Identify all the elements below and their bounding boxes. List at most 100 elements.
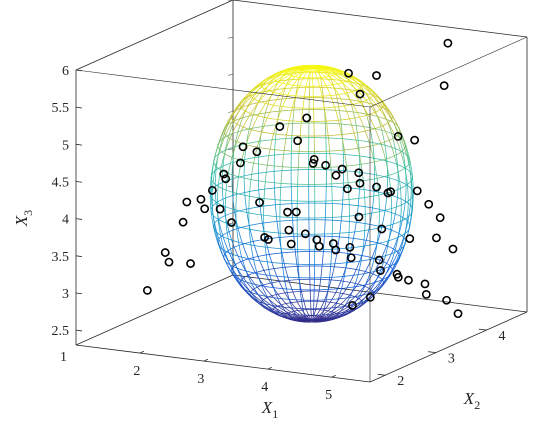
wireframe-segment	[379, 281, 382, 284]
wireframe-segment	[233, 261, 236, 264]
wireframe-segment	[362, 89, 365, 92]
wireframe-segment	[327, 73, 330, 75]
wireframe-segment	[268, 306, 270, 309]
wireframe-segment	[394, 262, 397, 266]
wireframe-segment	[348, 116, 350, 120]
wireframe-segment	[373, 101, 376, 104]
wireframe-segment	[281, 77, 285, 80]
wireframe-segment	[262, 105, 265, 108]
wireframe-segment	[273, 308, 276, 311]
wireframe-segment	[320, 305, 323, 308]
wireframe-segment	[389, 261, 392, 265]
wireframe-segment	[368, 103, 372, 107]
wireframe-segment	[356, 79, 359, 82]
wireframe-segment	[281, 252, 283, 256]
wireframe-segment	[227, 140, 230, 144]
wireframe-segment	[326, 317, 328, 319]
wireframe-segment	[339, 307, 342, 310]
wireframe-segment	[366, 94, 368, 97]
wireframe-segment	[227, 226, 229, 230]
wireframe-segment	[338, 76, 340, 79]
wireframe-segment	[394, 247, 397, 251]
wireframe-segment	[326, 293, 328, 296]
wireframe-segment	[233, 247, 236, 250]
wireframe-segment	[377, 288, 380, 292]
wireframe-segment	[381, 111, 384, 115]
wireframe-segment	[367, 96, 370, 99]
wireframe-segment	[250, 99, 253, 102]
wireframe-segment	[389, 124, 392, 128]
wireframe-segment	[224, 128, 227, 132]
wireframe-segment	[233, 116, 236, 119]
wireframe-segment	[368, 95, 371, 99]
wireframe-segment	[316, 68, 318, 70]
wireframe-segment	[270, 259, 272, 262]
wireframe-segment	[387, 273, 390, 277]
wireframe-segment	[235, 114, 238, 117]
wireframe-segment	[280, 308, 284, 311]
wireframe-segment	[228, 125, 231, 129]
wireframe-segment	[283, 91, 285, 94]
wireframe-segment	[275, 309, 278, 312]
wireframe-segment	[391, 257, 394, 260]
wireframe-segment	[337, 117, 339, 121]
wireframe-segment	[346, 263, 348, 266]
wireframe-segment	[382, 218, 384, 222]
wireframe-segment	[251, 287, 254, 290]
wireframe-segment	[395, 127, 397, 130]
wireframe-segment	[351, 84, 354, 87]
wireframe-segment	[270, 279, 273, 282]
wireframe-segment	[292, 69, 295, 72]
wireframe-segment	[398, 146, 401, 150]
wireframe-segment	[407, 230, 409, 234]
wireframe-segment	[255, 290, 258, 294]
wireframe-segment	[330, 70, 333, 73]
wireframe-segment	[404, 229, 407, 233]
wireframe-segment	[345, 76, 347, 79]
wireframe-segment	[289, 79, 292, 82]
wireframe-segment	[236, 106, 239, 110]
wireframe-segment	[247, 283, 251, 287]
wireframe-segment	[354, 83, 357, 86]
wireframe-segment	[279, 76, 282, 79]
wireframe-segment	[243, 277, 246, 281]
wireframe-segment	[400, 152, 403, 155]
wireframe-segment	[243, 110, 246, 114]
wireframe-segment	[291, 71, 294, 73]
wireframe-segment	[277, 77, 280, 80]
wireframe-segment	[270, 141, 273, 145]
wireframe-segment	[236, 279, 239, 283]
wireframe-segment	[393, 266, 396, 270]
wireframe-segment	[345, 287, 348, 291]
wireframe-segment	[221, 240, 223, 244]
wireframe-segment	[371, 99, 375, 102]
wireframe-segment	[271, 307, 274, 310]
wireframe-segment	[221, 251, 223, 255]
wireframe-segment	[224, 242, 227, 246]
wireframe-segment	[378, 107, 381, 110]
wireframe-segment	[262, 119, 265, 122]
wireframe-segment	[269, 79, 272, 82]
wireframe-segment	[393, 246, 395, 250]
wireframe-segment	[271, 283, 274, 286]
wireframe-segment	[228, 268, 231, 271]
wireframe-segment	[331, 297, 334, 300]
wireframe-segment	[305, 316, 308, 319]
wireframe-segment	[237, 136, 240, 140]
wireframe-segment	[231, 125, 233, 128]
wireframe-segment	[383, 216, 385, 219]
wireframe-segment	[275, 76, 277, 78]
wireframe-segment	[339, 311, 341, 313]
wireframe-segment	[392, 268, 395, 272]
wireframe-segment	[258, 111, 261, 114]
wireframe-segment	[247, 288, 250, 291]
wireframe-segment	[386, 106, 389, 109]
wireframe-segment	[383, 105, 386, 108]
wireframe-segment	[374, 292, 377, 295]
wireframe-segment	[384, 104, 387, 107]
wireframe-segment	[363, 301, 366, 304]
wireframe-segment	[216, 157, 218, 161]
wireframe-segment	[298, 71, 301, 73]
wireframe-segment	[335, 314, 337, 317]
wireframe-segment	[361, 298, 364, 301]
